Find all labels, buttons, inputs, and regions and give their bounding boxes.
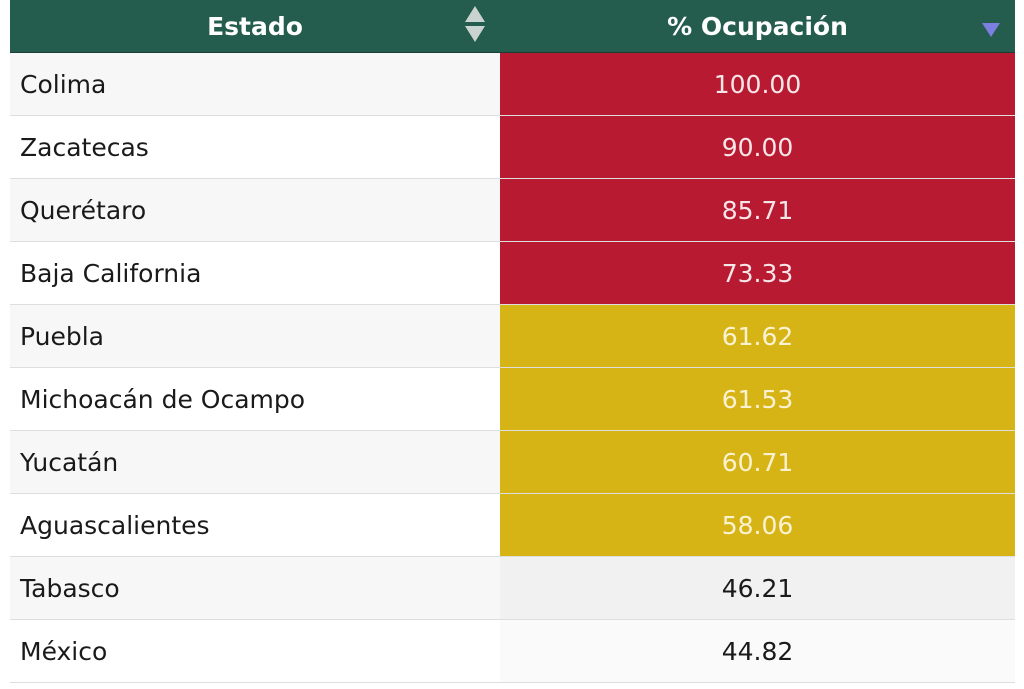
table-row[interactable]: Zacatecas 90.00 [10, 116, 1015, 179]
table-body: Colima 100.00 Zacatecas 90.00 Querétaro 85.71… [10, 53, 1015, 683]
cell-estado: Aguascalientes [10, 494, 500, 556]
cell-ocupacion: 61.53 [500, 368, 1015, 430]
cell-estado: Colima [10, 53, 500, 115]
cell-ocupacion: 85.71 [500, 179, 1015, 241]
table-row[interactable]: Tabasco 46.21 [10, 557, 1015, 620]
cell-estado: Tabasco [10, 557, 500, 619]
cell-estado: Michoacán de Ocampo [10, 368, 500, 430]
table-row[interactable]: Michoacán de Ocampo 61.53 [10, 368, 1015, 431]
cell-estado: México [10, 620, 500, 682]
column-header-label: % Ocupación [667, 11, 848, 41]
table-row[interactable]: Colima 100.00 [10, 53, 1015, 116]
cell-estado: Baja California [10, 242, 500, 304]
cell-ocupacion: 44.82 [500, 620, 1015, 682]
cell-ocupacion: 58.06 [500, 494, 1015, 556]
cell-estado: Puebla [10, 305, 500, 367]
table-row[interactable]: Puebla 61.62 [10, 305, 1015, 368]
column-header-label: Estado [207, 11, 303, 41]
table-row[interactable]: Baja California 73.33 [10, 242, 1015, 305]
occupancy-table: Estado % Ocupación Colima 100.00 Zacatecas… [10, 0, 1015, 683]
table-row[interactable]: México 44.82 [10, 620, 1015, 683]
table-row[interactable]: Querétaro 85.71 [10, 179, 1015, 242]
cell-ocupacion: 61.62 [500, 305, 1015, 367]
cell-estado: Querétaro [10, 179, 500, 241]
sort-both-icon[interactable] [464, 5, 486, 43]
cell-ocupacion: 100.00 [500, 53, 1015, 115]
table-row[interactable]: Aguascalientes 58.06 [10, 494, 1015, 557]
table-header: Estado % Ocupación [10, 0, 1015, 53]
cell-estado: Yucatán [10, 431, 500, 493]
cell-ocupacion: 46.21 [500, 557, 1015, 619]
cell-ocupacion: 73.33 [500, 242, 1015, 304]
cell-ocupacion: 60.71 [500, 431, 1015, 493]
cell-estado: Zacatecas [10, 116, 500, 178]
sort-descending-icon[interactable] [981, 22, 1001, 38]
column-header-ocupacion[interactable]: % Ocupación [500, 0, 1015, 52]
table-row[interactable]: Yucatán 60.71 [10, 431, 1015, 494]
column-header-estado[interactable]: Estado [10, 0, 500, 52]
cell-ocupacion: 90.00 [500, 116, 1015, 178]
